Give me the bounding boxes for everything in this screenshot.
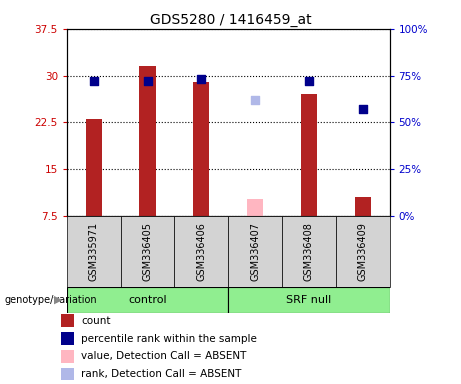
Text: GSM336406: GSM336406 [196,222,207,281]
Bar [139,66,155,216]
Text: count: count [81,316,111,326]
Bar [67,216,121,287]
Bar [174,216,228,287]
Bar [282,216,336,287]
Text: GDS5280 / 1416459_at: GDS5280 / 1416459_at [150,13,311,27]
Text: value, Detection Call = ABSENT: value, Detection Call = ABSENT [81,351,246,361]
Text: SRF null: SRF null [286,295,331,305]
Text: ▶: ▶ [54,295,62,305]
Bar [61,332,74,345]
Bar [67,287,228,313]
Point [90,78,97,84]
Bar [61,314,74,327]
Text: GSM336408: GSM336408 [304,222,314,281]
Bar [355,197,371,216]
Bar [193,82,209,216]
Bar [86,119,102,216]
Point [251,97,259,103]
Point [198,76,205,82]
Point [359,106,366,112]
Text: control: control [128,295,167,305]
Bar [228,287,390,313]
Text: rank, Detection Call = ABSENT: rank, Detection Call = ABSENT [81,369,242,379]
Bar [61,350,74,362]
Bar [301,94,317,216]
Text: genotype/variation: genotype/variation [5,295,97,305]
Text: GSM335971: GSM335971 [89,222,99,281]
Bar [228,216,282,287]
Bar [336,216,390,287]
Text: percentile rank within the sample: percentile rank within the sample [81,334,257,344]
Text: GSM336405: GSM336405 [142,222,153,281]
Text: GSM336409: GSM336409 [358,222,368,281]
Point [305,78,313,84]
Point [144,78,151,84]
Bar [247,199,263,216]
Bar [61,367,74,381]
Bar [121,216,174,287]
Text: GSM336407: GSM336407 [250,222,260,281]
